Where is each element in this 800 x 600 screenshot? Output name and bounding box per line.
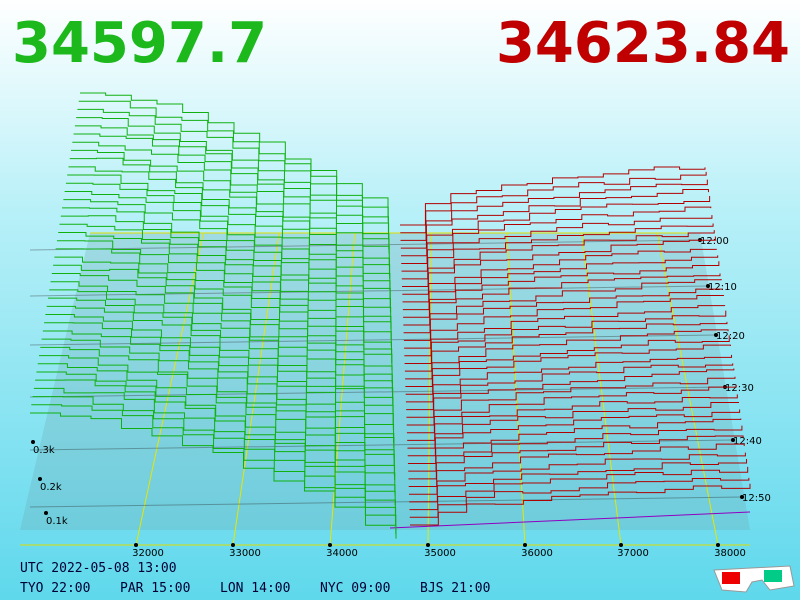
price-label: 37000 [617, 548, 649, 559]
depth-label: 0.3k [33, 445, 55, 456]
ask-curve [408, 452, 746, 495]
time-label: 12:50 [742, 493, 771, 504]
price-label: 33000 [229, 548, 261, 559]
ask-curve [408, 435, 744, 480]
glasses-icon [713, 565, 795, 593]
ask-curve [409, 466, 749, 511]
ask-curve [409, 458, 748, 503]
ask-curve [406, 368, 735, 418]
price-grid-line [581, 232, 622, 546]
price-tick [328, 543, 332, 547]
time-label: 12:30 [725, 383, 754, 394]
depth-label: 0.2k [40, 482, 62, 493]
ask-curve [405, 329, 729, 380]
ask-curve [401, 223, 714, 280]
ask-curve [404, 305, 726, 357]
ask-curve [402, 230, 715, 288]
time-tick [731, 438, 735, 442]
ask-curve [403, 261, 720, 318]
time-line [29, 439, 734, 451]
ask-curve [400, 189, 709, 249]
price-tick [426, 543, 430, 547]
ask-curve [407, 418, 742, 464]
ask-curve [403, 288, 723, 341]
price-label: 34000 [326, 548, 358, 559]
price-tick [523, 543, 527, 547]
time-tick [706, 284, 710, 288]
ask-curve [404, 321, 728, 372]
time-line [29, 239, 701, 251]
price-grid-line [427, 232, 432, 546]
city-time: PAR 15:00 [120, 581, 190, 596]
ask-curve [406, 384, 737, 434]
price-tick [231, 543, 235, 547]
city-time: LON 14:00 [220, 581, 290, 596]
time-label: 12:10 [708, 282, 737, 293]
depth-label: 0.1k [46, 516, 68, 527]
time-line [29, 496, 743, 508]
ask-curve [405, 335, 730, 388]
ask-curve [402, 236, 716, 295]
price-label: 36000 [521, 548, 553, 559]
ask-curve [400, 171, 707, 234]
depth-tick [38, 477, 42, 481]
price-grid-line [232, 232, 280, 546]
city-time: NYC 09:00 [320, 581, 390, 596]
utc-time: UTC 2022-05-08 13:00 [20, 561, 177, 576]
floor [20, 233, 750, 530]
ask-curve [409, 477, 750, 518]
ask-curve [400, 166, 706, 226]
ask-curve [404, 295, 724, 349]
ask-curve [401, 196, 711, 257]
depth-tick [31, 440, 35, 444]
ask-curve [403, 279, 722, 334]
city-time: TYO 22:00 [20, 581, 90, 596]
price-label: 35000 [424, 548, 456, 559]
ask-curve [406, 363, 734, 411]
ask-curve [408, 443, 745, 488]
ask-curve [406, 376, 736, 426]
ask-curve [402, 255, 719, 311]
depth-curves [30, 92, 751, 539]
ask-curve [408, 425, 743, 472]
ask-curve [404, 310, 727, 364]
depth-tick [44, 511, 48, 515]
ask-curve [407, 394, 738, 441]
bid-price: 34597.7 [12, 11, 267, 76]
price-label: 32000 [132, 548, 164, 559]
ask-curve [405, 344, 731, 395]
time-tick [714, 333, 718, 337]
price-label: 38000 [714, 548, 746, 559]
time-label: 12:40 [733, 436, 762, 447]
ask-curve [407, 401, 739, 449]
price-tick [134, 543, 138, 547]
ask-curve [407, 409, 741, 457]
city-time: BJS 21:00 [420, 581, 490, 596]
ask-curve [401, 206, 712, 264]
base-line [389, 511, 751, 529]
time-line [29, 386, 726, 398]
time-label: 12:20 [716, 331, 745, 342]
ask-curve [410, 483, 751, 526]
time-tick [740, 495, 744, 499]
price-grid-line [656, 232, 719, 546]
price-tick [716, 543, 720, 547]
price-tick [619, 543, 623, 547]
bid-curve [30, 412, 397, 539]
ask-price: 34623.84 [496, 11, 790, 76]
ask-curve [401, 215, 713, 272]
ask-curve [400, 179, 708, 241]
floor-grid: 32000 33000 34000 35000 36000 37000 38000 12:00… [20, 232, 771, 559]
ask-curve [403, 273, 721, 326]
ask-curve [402, 248, 718, 303]
price-grid-line [135, 232, 204, 546]
time-line [29, 334, 717, 346]
time-label: 12:00 [700, 236, 729, 247]
ask-curve [405, 354, 733, 403]
